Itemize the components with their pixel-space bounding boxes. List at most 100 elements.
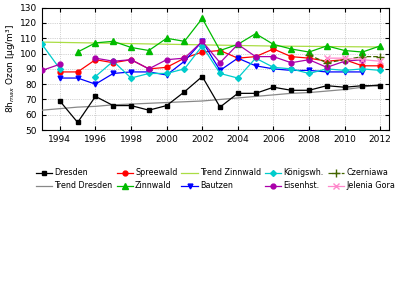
Königswh. bbox=[40, 43, 45, 46]
Trend Dresden bbox=[40, 108, 45, 112]
Trend Dresden bbox=[360, 85, 365, 89]
Eisenhst. bbox=[111, 60, 116, 63]
Trend Zinnwald bbox=[360, 45, 365, 49]
Bautzen bbox=[93, 82, 98, 86]
Dresden bbox=[218, 105, 223, 109]
Spreewald bbox=[289, 55, 294, 58]
Eisenhst. bbox=[128, 58, 133, 61]
Zinnwald bbox=[218, 49, 223, 52]
Zinnwald bbox=[289, 47, 294, 51]
Zinnwald bbox=[200, 17, 205, 20]
Zinnwald bbox=[146, 49, 151, 52]
Bautzen bbox=[306, 69, 311, 72]
Eisenhst. bbox=[306, 58, 311, 61]
Eisenhst. bbox=[235, 43, 240, 46]
Trend Dresden bbox=[378, 82, 383, 86]
Spreewald bbox=[57, 70, 62, 74]
Königswh. bbox=[306, 72, 311, 75]
Spreewald bbox=[146, 67, 151, 70]
Königswh. bbox=[182, 67, 187, 70]
Line: Zinnwald: Zinnwald bbox=[75, 16, 383, 55]
Spreewald bbox=[306, 57, 311, 60]
Dresden bbox=[200, 75, 205, 78]
Bautzen bbox=[128, 70, 133, 74]
Eisenhst. bbox=[182, 57, 187, 60]
Bautzen bbox=[111, 72, 116, 75]
Trend Dresden bbox=[200, 99, 205, 103]
Dresden bbox=[182, 90, 187, 93]
Line: Trend Zinnwald: Trend Zinnwald bbox=[42, 42, 380, 47]
Königswh. bbox=[93, 75, 98, 78]
Zinnwald bbox=[111, 40, 116, 43]
Eisenhst. bbox=[40, 69, 45, 72]
Dresden bbox=[57, 99, 62, 103]
Eisenhst. bbox=[218, 61, 223, 64]
Trend Dresden bbox=[57, 107, 62, 110]
Königswh. bbox=[324, 67, 329, 70]
Spreewald bbox=[360, 64, 365, 68]
Bautzen bbox=[271, 67, 276, 70]
Trend Dresden bbox=[253, 95, 258, 98]
Königswh. bbox=[378, 69, 383, 72]
Königswh. bbox=[111, 60, 116, 63]
Trend Dresden bbox=[128, 102, 133, 106]
Trend Zinnwald bbox=[218, 43, 223, 47]
Line: Czerniawa: Czerniawa bbox=[305, 51, 384, 66]
Bautzen bbox=[146, 70, 151, 74]
Trend Dresden bbox=[218, 98, 223, 101]
Dresden bbox=[289, 89, 294, 92]
Dresden bbox=[235, 92, 240, 95]
Bautzen bbox=[324, 70, 329, 74]
Bautzen bbox=[253, 64, 258, 68]
Bautzen bbox=[75, 76, 80, 80]
Zinnwald bbox=[128, 46, 133, 49]
Königswh. bbox=[164, 72, 169, 75]
Czerniawa bbox=[324, 61, 329, 64]
Bautzen bbox=[235, 57, 240, 60]
Zinnwald bbox=[342, 49, 347, 52]
Bautzen bbox=[200, 40, 205, 43]
Trend Dresden bbox=[146, 102, 151, 105]
Spreewald bbox=[235, 57, 240, 60]
Spreewald bbox=[128, 58, 133, 61]
Trend Zinnwald bbox=[253, 44, 258, 47]
Dresden bbox=[253, 92, 258, 95]
Spreewald bbox=[342, 58, 347, 61]
Eisenhst. bbox=[146, 67, 151, 70]
Dresden bbox=[342, 85, 347, 89]
Line: Spreewald: Spreewald bbox=[57, 47, 383, 74]
Czerniawa bbox=[342, 58, 347, 61]
Trend Dresden bbox=[111, 103, 116, 106]
Spreewald bbox=[218, 49, 223, 52]
Jelenia Gora bbox=[360, 58, 365, 61]
Bautzen bbox=[57, 76, 62, 80]
Eisenhst. bbox=[342, 60, 347, 63]
Trend Zinnwald bbox=[200, 43, 205, 47]
Zinnwald bbox=[378, 44, 383, 48]
Eisenhst. bbox=[93, 57, 98, 60]
Trend Dresden bbox=[342, 88, 347, 91]
Bautzen bbox=[360, 70, 365, 74]
Jelenia Gora bbox=[324, 57, 329, 60]
Zinnwald bbox=[360, 50, 365, 54]
Trend Zinnwald bbox=[378, 45, 383, 49]
Czerniawa bbox=[306, 53, 311, 57]
Bautzen bbox=[164, 73, 169, 77]
Line: Königswh.: Königswh. bbox=[40, 42, 382, 80]
Trend Zinnwald bbox=[57, 41, 62, 44]
Trend Zinnwald bbox=[128, 42, 133, 45]
Line: Trend Dresden: Trend Dresden bbox=[42, 84, 380, 110]
Line: Bautzen: Bautzen bbox=[57, 39, 365, 87]
Spreewald bbox=[324, 60, 329, 63]
Line: Jelenia Gora: Jelenia Gora bbox=[324, 55, 383, 64]
Dresden bbox=[271, 85, 276, 89]
Trend Zinnwald bbox=[289, 45, 294, 48]
Spreewald bbox=[253, 55, 258, 58]
Königswh. bbox=[200, 44, 205, 48]
Königswh. bbox=[146, 72, 151, 75]
Eisenhst. bbox=[164, 58, 169, 61]
Königswh. bbox=[271, 66, 276, 69]
Spreewald bbox=[378, 64, 383, 68]
Trend Dresden bbox=[235, 96, 240, 100]
Trend Dresden bbox=[324, 89, 329, 93]
